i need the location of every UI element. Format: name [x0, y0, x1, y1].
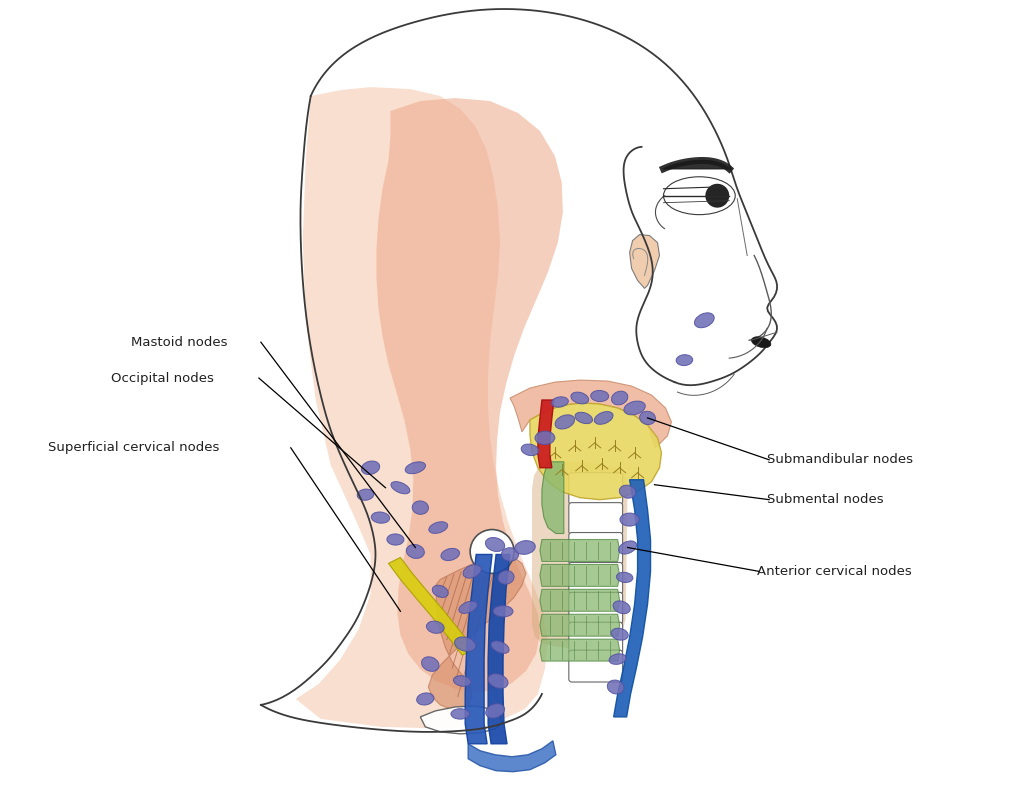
Ellipse shape [575, 412, 592, 424]
Ellipse shape [406, 545, 424, 558]
Ellipse shape [413, 501, 428, 514]
Ellipse shape [451, 709, 469, 719]
Polygon shape [296, 87, 548, 729]
Polygon shape [538, 400, 554, 468]
Ellipse shape [405, 462, 426, 474]
Polygon shape [630, 234, 660, 288]
FancyBboxPatch shape [569, 650, 622, 682]
FancyBboxPatch shape [569, 562, 622, 594]
Ellipse shape [357, 489, 374, 500]
Ellipse shape [453, 676, 472, 686]
Ellipse shape [501, 548, 519, 562]
Text: Anterior cervical nodes: Anterior cervical nodes [757, 565, 912, 578]
Polygon shape [530, 403, 662, 500]
Ellipse shape [432, 586, 449, 598]
Polygon shape [613, 480, 650, 717]
Ellipse shape [491, 641, 509, 654]
Polygon shape [389, 558, 475, 655]
Polygon shape [488, 554, 510, 744]
Ellipse shape [695, 313, 714, 328]
Polygon shape [664, 161, 729, 169]
FancyBboxPatch shape [569, 533, 622, 565]
Ellipse shape [422, 657, 439, 671]
Ellipse shape [607, 680, 624, 694]
Ellipse shape [616, 572, 633, 582]
Ellipse shape [620, 513, 639, 526]
Ellipse shape [440, 548, 459, 561]
Text: Mastoid nodes: Mastoid nodes [131, 336, 227, 349]
Ellipse shape [463, 565, 481, 578]
Ellipse shape [551, 397, 569, 407]
Ellipse shape [361, 461, 379, 474]
Polygon shape [510, 380, 671, 448]
Ellipse shape [429, 522, 448, 534]
Ellipse shape [613, 601, 631, 614]
Ellipse shape [371, 512, 390, 523]
Ellipse shape [535, 431, 555, 445]
Ellipse shape [455, 637, 476, 651]
Polygon shape [540, 539, 619, 562]
Ellipse shape [664, 177, 735, 214]
Ellipse shape [515, 541, 536, 554]
Ellipse shape [752, 337, 771, 348]
Ellipse shape [521, 444, 539, 456]
Ellipse shape [488, 674, 508, 688]
Text: Submental nodes: Submental nodes [767, 493, 884, 506]
Polygon shape [465, 554, 492, 744]
Ellipse shape [611, 391, 628, 405]
Text: Occipital nodes: Occipital nodes [112, 371, 214, 385]
Ellipse shape [609, 654, 627, 664]
Ellipse shape [590, 390, 609, 402]
Ellipse shape [486, 704, 505, 718]
FancyBboxPatch shape [569, 502, 622, 534]
Text: Submandibular nodes: Submandibular nodes [767, 454, 913, 466]
FancyBboxPatch shape [569, 592, 622, 624]
Polygon shape [540, 614, 619, 636]
Polygon shape [531, 462, 628, 649]
Ellipse shape [498, 570, 514, 584]
Circle shape [470, 530, 514, 574]
Ellipse shape [619, 485, 636, 498]
Ellipse shape [618, 541, 637, 554]
Polygon shape [540, 565, 619, 586]
Ellipse shape [485, 538, 505, 551]
Ellipse shape [676, 354, 693, 366]
Ellipse shape [391, 482, 409, 494]
Ellipse shape [595, 411, 613, 424]
Polygon shape [468, 741, 556, 772]
FancyBboxPatch shape [569, 473, 622, 505]
Ellipse shape [555, 415, 575, 429]
Polygon shape [428, 555, 526, 709]
Polygon shape [540, 639, 619, 661]
FancyBboxPatch shape [569, 622, 622, 654]
Ellipse shape [493, 606, 513, 617]
Ellipse shape [571, 392, 588, 404]
Text: Superficial cervical nodes: Superficial cervical nodes [48, 442, 219, 454]
Ellipse shape [426, 621, 445, 634]
Ellipse shape [387, 534, 404, 545]
Polygon shape [376, 98, 562, 692]
Circle shape [705, 184, 729, 208]
Ellipse shape [624, 401, 645, 415]
Ellipse shape [459, 601, 478, 614]
Ellipse shape [417, 693, 434, 705]
Ellipse shape [611, 628, 629, 640]
Polygon shape [542, 462, 564, 534]
Ellipse shape [640, 411, 656, 425]
Polygon shape [421, 706, 503, 734]
Polygon shape [540, 590, 619, 611]
